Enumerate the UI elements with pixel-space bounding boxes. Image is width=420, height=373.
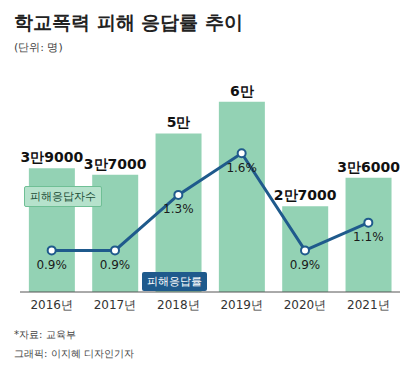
svg-text:2017년: 2017년 [94,298,137,312]
html-text:그래픽: 이지혜 디자인기자: 그래픽: 이지혜 디자인기자 [14,348,134,359]
svg-text:2만7000: 2만7000 [274,187,337,203]
svg-text:3만6000: 3만6000 [337,159,400,175]
svg-text:5만: 5만 [167,114,191,130]
html-text:(단위: 명): (단위: 명) [14,41,63,54]
svg-text:6만: 6만 [230,83,254,99]
svg-text:3만9000: 3만9000 [21,149,84,165]
svg-text:0.9%: 0.9% [36,258,67,272]
svg-text:2020년: 2020년 [284,298,327,312]
html-text:피해응답자수: 피해응답자수 [30,190,96,203]
svg-text:0.9%: 0.9% [100,258,131,272]
html-text:*자료: 교육부: *자료: 교육부 [14,329,76,340]
svg-text:0.9%: 0.9% [290,258,321,272]
html-text:학교폭력 피해 응답률 추이: 학교폭력 피해 응답률 추이 [14,11,243,33]
svg-text:1.3%: 1.3% [163,202,194,216]
html-text:피해응답률: 피해응답률 [147,275,202,288]
svg-text:3만7000: 3만7000 [84,156,147,172]
svg-text:2019년: 2019년 [220,298,263,312]
svg-text:1.1%: 1.1% [353,230,384,244]
svg-text:2018년: 2018년 [157,298,200,312]
svg-text:2021년: 2021년 [347,298,390,312]
svg-text:1.6%: 1.6% [226,161,257,175]
svg-text:2016년: 2016년 [30,298,73,312]
